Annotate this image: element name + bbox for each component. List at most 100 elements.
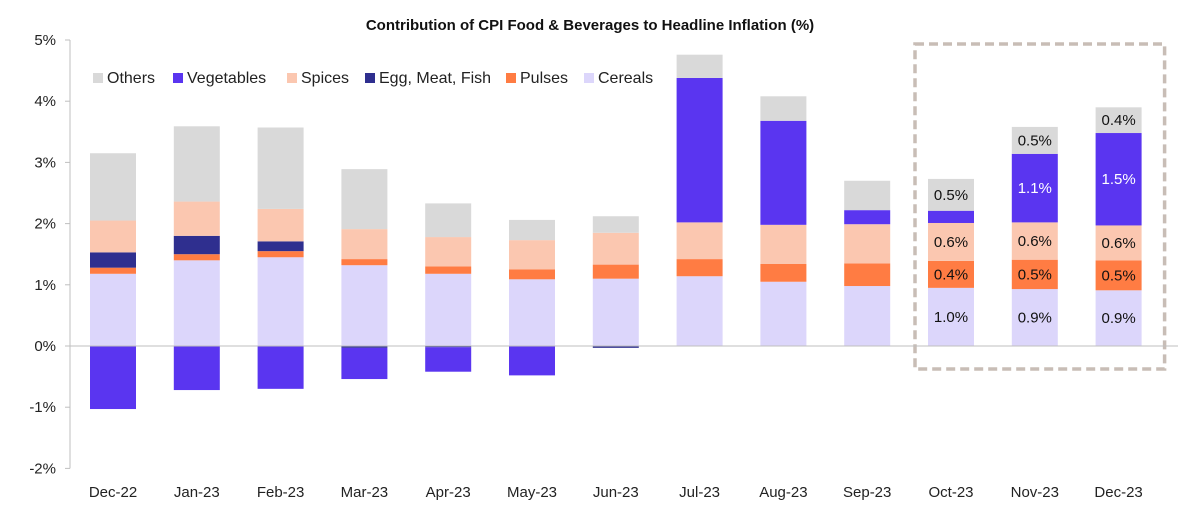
legend-label: Spices [301,70,349,87]
highlight-box [913,42,1167,371]
bar-segment [425,273,472,346]
bar-segment [341,346,388,348]
data-label: 1.5% [1101,171,1135,188]
x-tick-label: Dec-22 [89,484,137,501]
bar-segment [425,346,472,348]
x-tick-label: Feb-23 [257,484,305,501]
y-axis: -2% -1% 0% 1% 2% 3% 4% 5% [29,32,71,477]
bar-segment [257,127,304,209]
bar-segment [509,240,555,270]
bar-segment [760,263,807,282]
bar-segment [928,287,974,346]
bar-segment [341,347,388,380]
y-tick-label: -1% [29,399,56,416]
x-tick-label: Jun-23 [593,484,639,501]
bar-segment [928,178,974,211]
x-tick-label: Nov-23 [1011,484,1059,501]
bar-segment [173,346,220,391]
legend-swatch [93,73,103,83]
data-label: 1.1% [1018,180,1052,197]
legend-label: Others [107,70,155,87]
bar-segment [341,229,388,260]
bars-layer [90,54,1142,410]
x-axis-labels: Dec-22 Jan-23 Feb-23 Mar-23 Apr-23 May-23 Jun-… [89,484,1143,501]
data-label: 0.5% [1018,266,1052,283]
bar-segment [676,276,723,346]
bar-segment [1095,260,1142,291]
y-tick-label: 5% [34,32,56,49]
bar-segment [90,153,136,221]
legend-swatch [287,73,297,83]
data-label: 0.6% [1018,233,1052,250]
bar-segment [844,286,891,346]
bar-segment [173,126,220,202]
legend-swatch [506,73,516,83]
bar-segment [676,222,723,260]
bar-segment [173,254,220,261]
bar-segment [173,260,220,346]
bar-segment [844,224,891,264]
data-label: 0.5% [1101,267,1135,284]
data-labels-layer: 1.0% 0.4% 0.6% 0.5% 0.9% 0.5% 0.6% 1.1% 0.5% 0.9%… [934,112,1136,327]
bar-segment [928,260,974,288]
bar-segment [676,77,723,223]
bar-segment [1095,133,1142,226]
y-tick-label: 1% [34,277,56,294]
bar-segment [90,220,136,253]
bar-segment [1011,126,1058,154]
x-tick-label: Oct-23 [928,484,973,501]
data-label: 0.6% [1101,235,1135,252]
bar-segment [90,273,136,346]
x-tick-label: Apr-23 [426,484,471,501]
bar-segment [257,251,304,258]
bar-segment [760,120,807,225]
legend-label: Egg, Meat, Fish [379,70,491,87]
bar-segment [592,264,639,279]
bar-segment [844,180,891,211]
data-label: 0.9% [1101,310,1135,327]
bar-segment [257,241,304,252]
highlight-box-layer [913,42,1167,371]
bar-segment [509,269,555,280]
bar-segment [257,257,304,346]
x-tick-label: Sep-23 [843,484,891,501]
bar-segment [173,201,220,236]
bar-segment [509,346,555,376]
bar-segment [760,96,807,121]
bar-segment [90,252,136,268]
data-label: 0.5% [934,187,968,204]
bar-segment [760,224,807,264]
bar-segment [928,210,974,223]
y-tick-label: -2% [29,460,56,477]
bar-segment [341,259,388,266]
bar-segment [760,281,807,346]
bar-segment [592,216,639,233]
bar-segment [257,208,304,242]
data-label: 0.4% [934,266,968,283]
bar-segment [1011,222,1058,260]
bar-segment [676,259,723,277]
legend-label: Cereals [598,70,653,87]
y-tick-label: 0% [34,338,56,355]
bar-segment [509,279,555,346]
bar-segment [90,346,136,410]
legend-label: Vegetables [187,70,266,87]
bar-segment [676,54,723,78]
data-label: 1.0% [934,309,968,326]
bar-segment [928,222,974,261]
bar-segment [341,169,388,230]
legend: Others Vegetables Spices Egg, Meat, Fish Pul… [93,70,653,87]
bar-segment [1095,225,1142,261]
legend-swatch [173,73,183,83]
bar-segment [1011,153,1058,223]
bar-segment [1095,107,1142,134]
y-tick-label: 2% [34,216,56,233]
x-tick-label: Aug-23 [759,484,807,501]
bar-segment [1095,290,1142,346]
bar-segment [425,237,472,267]
bar-segment [509,219,555,241]
bar-segment [1011,259,1058,290]
bar-segment [425,266,472,274]
legend-swatch [365,73,375,83]
